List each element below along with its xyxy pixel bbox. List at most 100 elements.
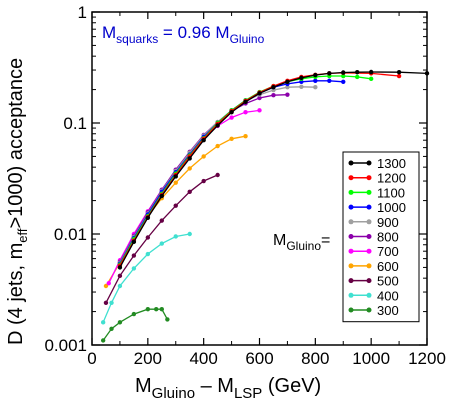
data-point [109, 326, 114, 331]
data-point [159, 241, 164, 246]
x-tick-label: 1000 [352, 349, 390, 368]
data-point [131, 239, 137, 245]
legend-marker [348, 234, 354, 239]
legend-entry-1300: 1300 [348, 156, 406, 171]
data-point [173, 234, 178, 239]
data-point [106, 281, 111, 286]
legend-marker [348, 307, 354, 313]
legend-marker [348, 175, 354, 181]
data-point [229, 115, 234, 120]
legend-entry-800: 800 [348, 230, 399, 245]
legend-marker [366, 175, 372, 181]
x-tick-label: 800 [301, 349, 329, 368]
legend-marker [348, 263, 354, 269]
data-point [327, 78, 332, 83]
data-point [243, 110, 248, 115]
legend-marker [348, 160, 354, 166]
legend-entry-600: 600 [348, 259, 399, 274]
data-point [131, 266, 137, 271]
legend-label: 1000 [377, 200, 406, 215]
legend-entry-900: 900 [348, 215, 399, 230]
data-point [173, 180, 178, 185]
legend-marker [348, 292, 354, 298]
data-point [201, 137, 206, 143]
legend-marker [366, 307, 372, 313]
data-point [173, 174, 178, 179]
data-point [299, 84, 304, 89]
data-point [187, 231, 192, 237]
y-tick-label: 1 [78, 3, 87, 22]
data-point [131, 253, 137, 258]
data-point [159, 218, 164, 223]
legend-marker [348, 219, 354, 225]
legend-marker [348, 248, 354, 254]
legend-marker [366, 278, 372, 284]
data-point [396, 73, 402, 79]
y-tick-label: 0.01 [54, 225, 87, 244]
data-point [145, 307, 151, 312]
legend-label: 700 [377, 244, 399, 259]
legend-label: 900 [377, 215, 399, 230]
data-point [100, 320, 106, 325]
data-point [215, 123, 220, 128]
legend-marker [366, 189, 372, 195]
data-point [117, 320, 123, 325]
legend-title: MGluino= [273, 232, 330, 253]
data-point [271, 93, 276, 98]
data-point [424, 71, 430, 76]
data-point [299, 75, 304, 81]
y-tick-label: 0.001 [44, 336, 87, 355]
data-point [341, 70, 346, 75]
series-300 [100, 307, 170, 343]
y-axis-label: D (4 jets, meff>1000) acceptance [5, 58, 30, 345]
data-point [103, 300, 109, 305]
legend-entry-300: 300 [348, 303, 399, 318]
data-point [145, 215, 151, 220]
data-point [229, 136, 234, 142]
data-point [257, 91, 262, 96]
data-point [117, 265, 123, 270]
data-point [327, 71, 332, 76]
legend-label: 800 [377, 230, 399, 245]
data-point [187, 189, 192, 194]
axes-layer: 0 200 400 600 800 1000 1200 0.001 0.01 0.1 1 [44, 3, 445, 368]
data-point [145, 235, 151, 240]
legend-entry-400: 400 [348, 288, 399, 303]
data-point [285, 92, 290, 97]
legend-marker [366, 204, 372, 210]
data-point [285, 79, 290, 85]
legend-entry-700: 700 [348, 244, 399, 259]
legend-label: 500 [377, 274, 399, 289]
data-point [215, 143, 220, 149]
x-tick-label: 400 [189, 349, 217, 368]
data-point [131, 311, 137, 317]
legend-label: 600 [377, 259, 399, 274]
legend-label: 300 [377, 303, 399, 318]
data-point [154, 307, 159, 312]
series-500 [103, 172, 220, 305]
data-point [368, 76, 374, 82]
data-point [341, 73, 346, 79]
data-point [355, 69, 360, 75]
legend-marker [366, 292, 372, 298]
data-point [145, 251, 151, 257]
data-point [243, 99, 248, 105]
x-axis-label: MGluino – MLSP (GeV) [135, 375, 321, 402]
legend-label: 1100 [377, 185, 405, 200]
data-point [313, 72, 318, 78]
data-point [257, 95, 262, 101]
legend-marker [366, 248, 372, 254]
data-point [100, 338, 106, 343]
data-point [355, 74, 360, 80]
data-point [201, 178, 206, 184]
legend-marker [366, 263, 372, 269]
data-point [103, 283, 109, 289]
legend-entry-500: 500 [348, 274, 399, 289]
data-point [215, 172, 220, 178]
legend-marker [366, 160, 372, 166]
data-point [187, 156, 192, 161]
data-point [313, 78, 318, 83]
data-point [341, 79, 346, 85]
